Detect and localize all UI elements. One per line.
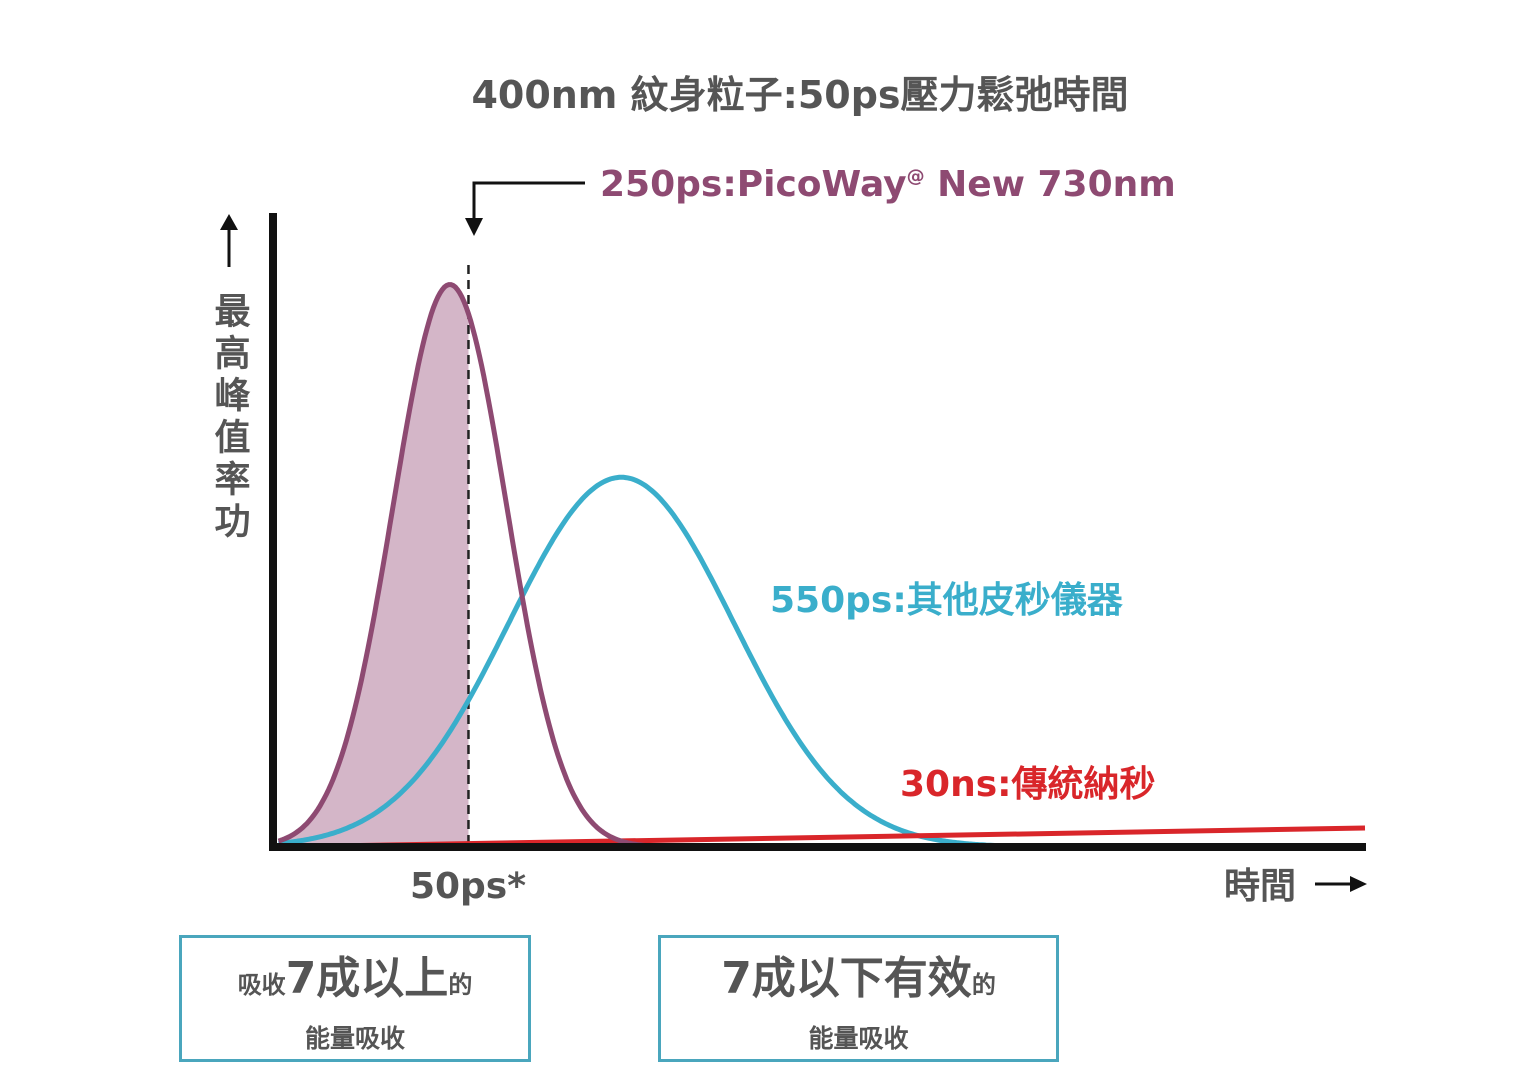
chart-title: 400nm 紋身粒子:50ps壓力鬆弛時間 [471, 73, 1128, 117]
x-axis-label: 時間 [1224, 866, 1296, 907]
info-box-below-70: 7成以下有效的 能量吸收 [658, 935, 1059, 1062]
y-arrow-icon [220, 214, 238, 267]
box-highlight: 7成以下有效 [721, 953, 972, 1004]
series-line-550ps [278, 474, 1026, 849]
box-suffix: 的 [971, 971, 996, 999]
box-suffix: 的 [448, 971, 473, 999]
marker-label: 50ps* [410, 866, 526, 907]
y-axis-label: 最高峰值率功 [209, 292, 251, 544]
callout-arrow-icon [465, 181, 585, 236]
legend-label-30ns: 30ns:傳統納秒 [900, 764, 1156, 805]
series-line-250ps [277, 282, 655, 849]
info-box-above-70: 吸收7成以上的 能量吸收 [179, 935, 531, 1062]
box-line2: 能量吸收 [808, 1024, 909, 1053]
box-highlight: 7成以上 [285, 953, 449, 1004]
legend-label-550ps: 550ps:其他皮秒儀器 [770, 580, 1124, 621]
legend-label-250ps: 250ps:PicoWay@ New 730nm [600, 164, 1176, 205]
absorbed-area [278, 284, 469, 848]
x-arrow-icon [1315, 876, 1367, 892]
box-prefix: 吸收 [237, 971, 286, 999]
box-line2: 能量吸收 [304, 1024, 405, 1053]
